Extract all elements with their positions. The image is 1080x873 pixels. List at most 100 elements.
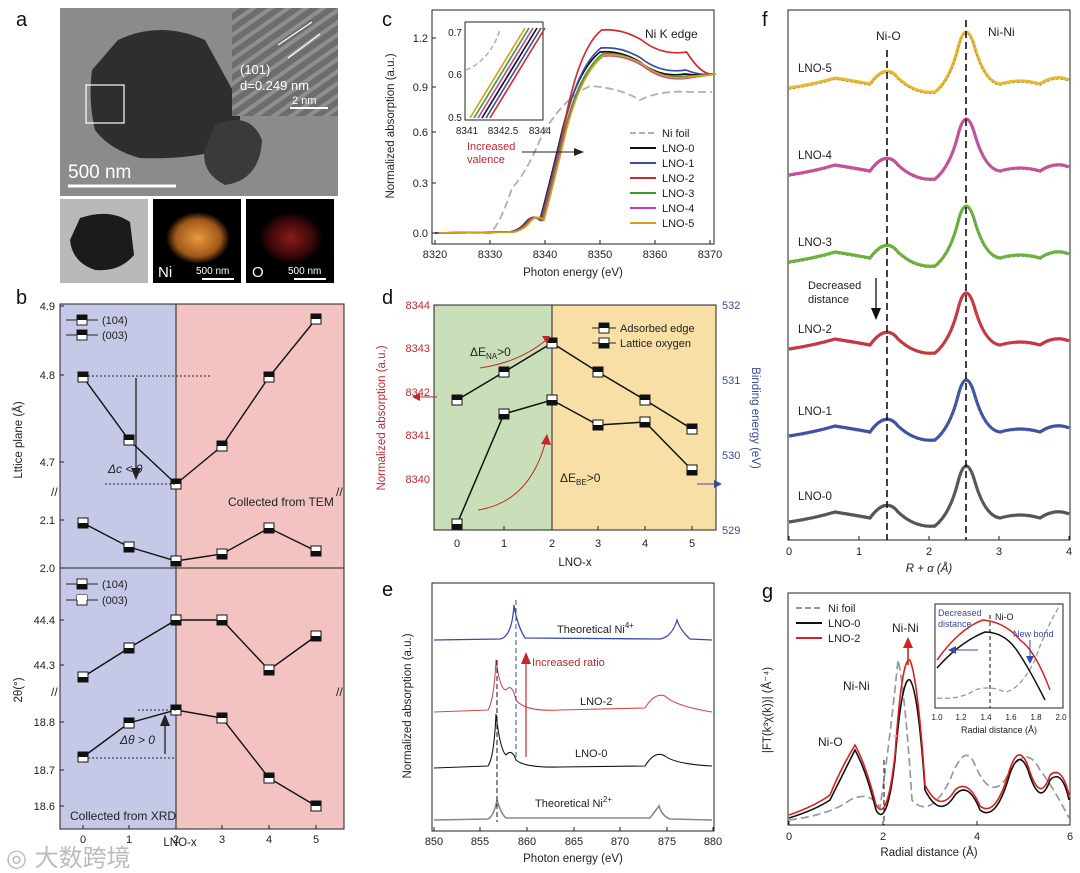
c-legend-LNO-2: LNO-2	[662, 173, 694, 185]
c-inset-curve	[469, 27, 526, 119]
f-xtick: 3	[996, 546, 1002, 558]
svg-text:500 nm: 500 nm	[288, 266, 321, 277]
d-series-line	[456, 342, 693, 430]
panel-f: f 0 1 2 3 4 Ni-O Ni-Ni Decreased distance LN…	[762, 9, 1072, 575]
panel-b: b // // // // 0 1 2 3 4 5 4.9 4.8 4.7 2.1 2.0 44.4 4…	[12, 287, 345, 849]
f-label-lno3: LNO-3	[798, 237, 832, 249]
b-ytick-top: 4.7	[40, 457, 55, 469]
f-label-lno1: LNO-1	[798, 406, 832, 418]
e-xtick: 850	[425, 836, 443, 848]
svg-text:distance: distance	[938, 619, 972, 629]
g-inset-lno0	[936, 631, 1046, 701]
d-xlabel: LNO-x	[558, 557, 591, 569]
b-ylabel-top: Lttice plane (Å)	[12, 401, 25, 479]
c-legend-Ni foil: Ni foil	[662, 128, 690, 140]
b-ytick-bottom: 18.7	[34, 765, 55, 777]
svg-text://: //	[51, 485, 58, 499]
b-ann-dtheta: Δθ > 0	[119, 733, 155, 747]
g-xtick: 0	[786, 831, 792, 843]
zoom-box	[85, 84, 125, 124]
c-legend-LNO-0: LNO-0	[662, 143, 694, 155]
f-curve-LNO-3	[788, 204, 1070, 268]
c-inset-curve	[481, 27, 538, 119]
e-xtick: 855	[471, 836, 489, 848]
panel-letter-f: f	[762, 9, 768, 31]
b-ann-xrd: Collected from XRD	[70, 809, 176, 823]
c-title: Ni K edge	[645, 27, 698, 41]
f-label-lno2: LNO-2	[798, 324, 832, 336]
b-ann-dc: Δc < 0	[107, 462, 143, 476]
b-xtick: 5	[313, 834, 319, 846]
f-fit-circles	[788, 381, 1070, 443]
d-ytick-right: 530	[722, 450, 740, 462]
d-ylabel-left: Normalized absorption (a.u.)	[376, 345, 388, 490]
e-xtick: 870	[611, 836, 629, 848]
e-xtick: 865	[565, 836, 583, 848]
g-inset-nio: Ni-O	[995, 612, 1014, 622]
f-curve-LNO-5	[788, 30, 1070, 94]
g-inset-lno2	[936, 619, 1051, 691]
f-ann-nini: Ni-Ni	[988, 25, 1015, 39]
e-xtick: 880	[704, 836, 722, 848]
ni-map-label: Ni	[158, 264, 172, 281]
d-ytick-left: 8343	[406, 343, 430, 355]
b-series-line	[82, 619, 317, 678]
g-inset-xtick: 1.8	[1030, 713, 1042, 722]
hrtem-inset	[232, 8, 338, 116]
d-xtick: 2	[549, 538, 555, 550]
g-xlabel: Radial distance (Å)	[880, 846, 977, 859]
c-inset-curve	[485, 27, 542, 119]
g-inset-xtick: 2.0	[1055, 713, 1067, 722]
svg-text:500 nm: 500 nm	[196, 266, 229, 277]
d-ytick-right: 531	[722, 375, 740, 387]
particle-shape	[90, 30, 241, 159]
c-ytick: 0.3	[413, 178, 428, 190]
g-inset-nifoil	[936, 604, 1061, 699]
panel-d: d 0 1 2 3 4 5 8344 8343 8342 8341 8340 532 531 530 529…	[376, 287, 761, 569]
g-ylabel: |FT(k³χ(k))| (Å⁻⁴)	[761, 667, 774, 753]
e-xtick: 860	[518, 836, 536, 848]
b-xtick: 1	[126, 834, 132, 846]
f-fit-circles	[788, 294, 1070, 356]
b-legend-003-top: (003)	[102, 330, 128, 342]
c-inset-xtick: 8342.5	[488, 126, 519, 137]
g-legend-LNO-0: LNO-0	[828, 618, 860, 630]
c-inset-xtick: 8344	[529, 126, 552, 137]
e-curve-ni2	[433, 799, 713, 821]
panel-c: c 8320 8330 8340 8350 8360 8370 0.0 0.3 0.6 0.9 1.…	[382, 9, 722, 279]
b-series-line	[82, 522, 317, 562]
f-label-lno5: LNO-5	[798, 63, 832, 75]
b-xtick: 2	[173, 834, 179, 846]
g-legend-LNO-2: LNO-2	[828, 633, 860, 645]
d-xtick: 1	[501, 538, 507, 550]
panel-letter-a: a	[16, 9, 28, 31]
f-curve-LNO-0	[788, 464, 1070, 528]
c-ylabel: Normalized absorption (a.u.)	[385, 53, 397, 198]
d-series-line	[456, 399, 693, 525]
e-label-ni4: Theoretical Ni4+	[557, 621, 634, 636]
g-inset-new: New bond	[1013, 629, 1054, 639]
g-ann-nio: Ni-O	[818, 735, 843, 749]
c-legend-LNO-3: LNO-3	[662, 188, 694, 200]
b-ann-tem: Collected from TEM	[228, 495, 334, 509]
svg-text:valence: valence	[467, 154, 505, 166]
c-legend-LNO-5: LNO-5	[662, 218, 694, 230]
c-legend-LNO-1: LNO-1	[662, 158, 694, 170]
panel-letter-e: e	[382, 579, 393, 601]
c-xtick: 8330	[478, 249, 502, 261]
f-label-lno0: LNO-0	[798, 491, 832, 503]
g-xtick: 6	[1067, 831, 1073, 843]
f-xtick: 0	[786, 546, 792, 558]
panel-letter-g: g	[762, 581, 773, 603]
svg-text://: //	[336, 685, 343, 699]
c-ytick: 0.6	[413, 127, 428, 139]
e-ylabel: Normalized absorption (a.u.)	[402, 633, 414, 778]
b-ylabel-bottom: 2θ(°)	[13, 677, 25, 702]
g-xtick: 2	[880, 831, 886, 843]
d-xtick: 5	[689, 538, 695, 550]
c-xtick: 8350	[588, 249, 612, 261]
panel-a: a (101) d=0.249 nm 2 nm 500 nm Ni 500 nm…	[16, 8, 338, 283]
g-ann-nini: Ni-Ni	[892, 621, 919, 635]
g-ann-nini2: Ni-Ni	[843, 679, 870, 693]
g-inset-dec: Decreased	[938, 608, 982, 618]
